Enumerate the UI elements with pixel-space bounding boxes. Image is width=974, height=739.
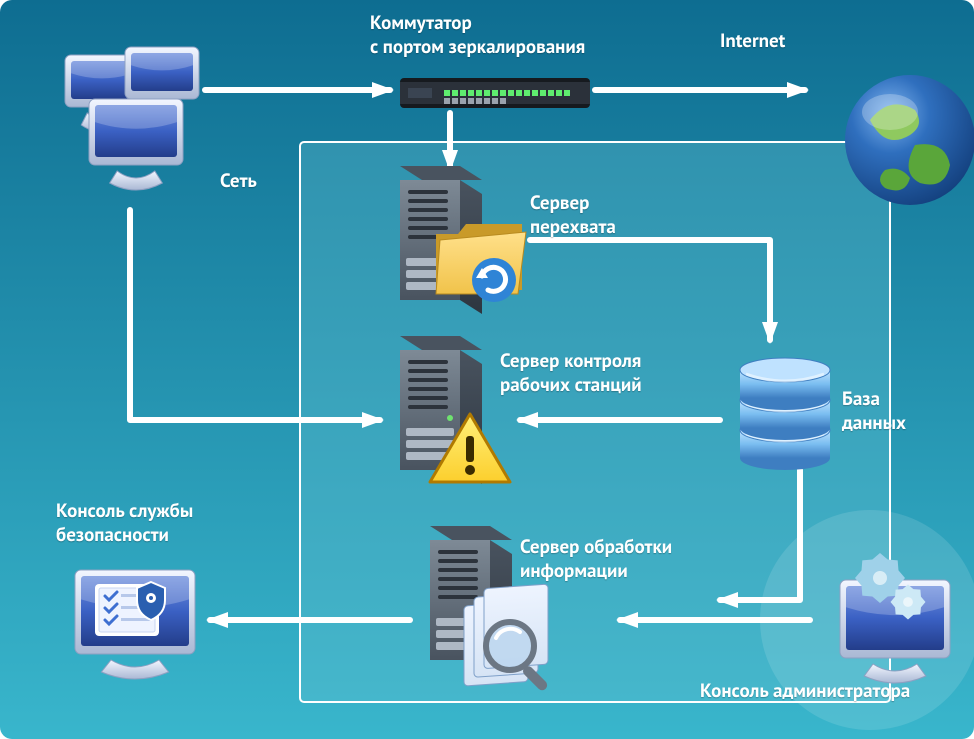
security-console-icon	[75, 570, 195, 679]
refresh-icon	[472, 258, 516, 302]
label-wks: Сервер контроля рабочих станций	[500, 350, 642, 398]
diagram-canvas: Коммутатор с портом зеркалирования Intern…	[0, 0, 974, 739]
label-security: Консоль службы безопасности	[56, 500, 193, 548]
workstations-icon	[65, 47, 199, 190]
mon3	[89, 99, 183, 190]
folder-icon	[436, 224, 526, 302]
arrowhead-proc-to-sec	[206, 612, 228, 628]
database-icon	[740, 358, 830, 470]
label-admin: Консоль администратора	[700, 680, 910, 704]
label-switch: Коммутатор с портом зеркалирования	[370, 12, 585, 60]
sheets-icon	[464, 584, 549, 692]
checklist-icon	[95, 582, 165, 636]
globe-icon	[845, 75, 974, 205]
switch-icon	[400, 78, 590, 108]
shield-icon	[137, 582, 165, 620]
arrowhead-switch-to-globe	[787, 82, 809, 98]
label-capture: Сервер перехвата	[530, 192, 616, 240]
label-proc: Сервер обработки информации	[520, 536, 672, 584]
gear-icon-2	[891, 585, 926, 620]
arrowhead-ws-to-switch	[372, 82, 394, 98]
label-db: База данных	[842, 388, 906, 436]
label-internet: Internet	[720, 30, 785, 54]
label-network: Сеть	[220, 170, 257, 194]
